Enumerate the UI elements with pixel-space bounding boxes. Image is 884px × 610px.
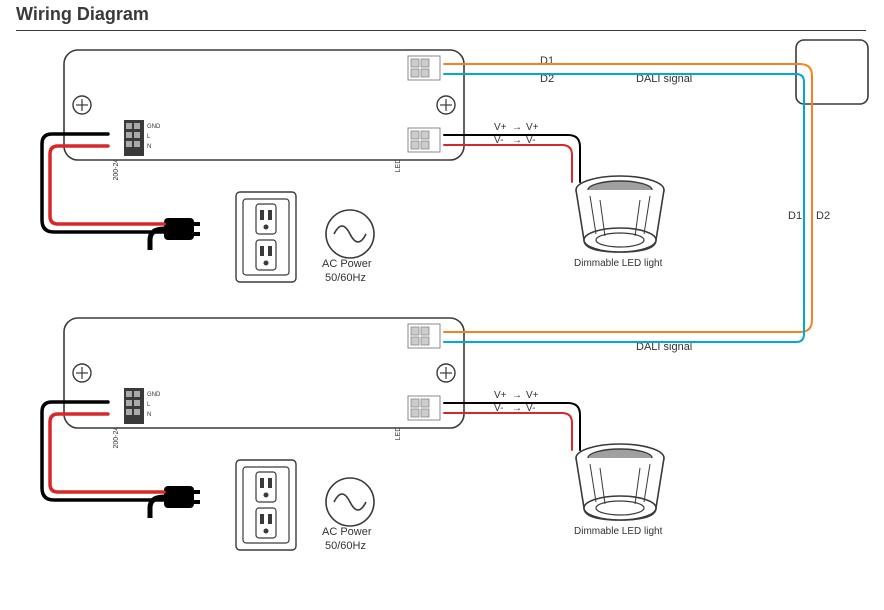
ac-power-icon-2 bbox=[326, 478, 374, 526]
dali-master-box bbox=[796, 40, 868, 104]
led-light-icon-2 bbox=[576, 444, 664, 520]
driver-2: GND L N bbox=[64, 318, 464, 428]
outlet-icon-1 bbox=[236, 192, 296, 282]
svg-text:GND: GND bbox=[147, 124, 161, 130]
svg-text:N: N bbox=[147, 412, 151, 418]
svg-text:N: N bbox=[147, 144, 151, 150]
ac-power-icon-1 bbox=[326, 210, 374, 258]
wiring-svg: GND L N GND L N bbox=[0, 0, 884, 610]
outlet-icon-2 bbox=[236, 460, 296, 550]
svg-text:GND: GND bbox=[147, 392, 161, 398]
led-light-icon-1 bbox=[576, 176, 664, 252]
driver-1: GND L N bbox=[64, 50, 464, 160]
